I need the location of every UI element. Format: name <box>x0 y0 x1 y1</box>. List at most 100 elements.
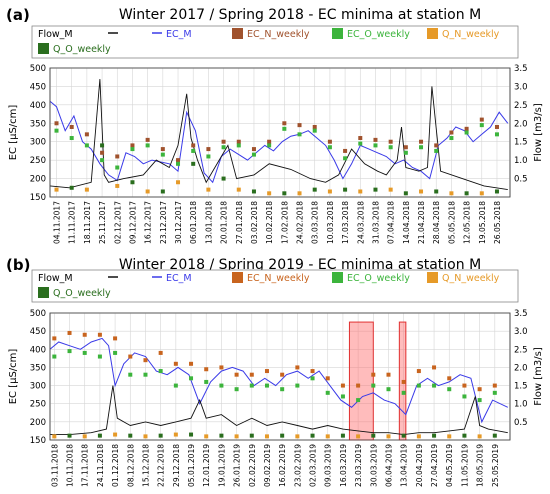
panel-b-ec-o-weekly-point <box>249 383 254 388</box>
panel-a-q-o-weekly-point <box>373 187 378 192</box>
panel-a-q-n-weekly-point <box>419 189 424 194</box>
panel-b-q-n-weekly-point <box>325 434 330 439</box>
panel-a-ec-o-weekly-point <box>403 150 408 155</box>
panel-b-y-right-tick-label: 3.0 <box>514 327 528 337</box>
panel-b-q-o-weekly-point <box>219 433 224 438</box>
panel-b-ec-n-weekly-point <box>356 383 361 388</box>
panel-a-x-tick-label: 02.12.2017 <box>113 201 122 244</box>
panel-b-ec-o-weekly-point <box>189 376 194 381</box>
panel-a-legend-ec-o-weekly: EC_O_weekly <box>347 29 410 40</box>
panel-b-legend-ec-n-weekly: EC_N_weekly <box>247 273 310 284</box>
panel-b-ec-o-weekly-point <box>371 383 376 388</box>
panel-b-ec-o-weekly-point <box>113 350 118 355</box>
panel-a-ec-n-weekly-point <box>221 139 226 144</box>
panel-a-q-o-weekly-point <box>100 143 105 148</box>
panel-b-y-right-label: Flow [m3/s] <box>533 347 544 406</box>
panel-b-ec-n-weekly-point <box>82 332 87 337</box>
panel-a-ec-n-weekly-point <box>494 124 499 129</box>
panel-a-q-o-weekly-point <box>69 185 74 190</box>
panel-b-x-tick-label: 18.05.2019 <box>476 444 485 487</box>
panel-a-q-o-weekly-point <box>251 189 256 194</box>
panel-b-x-tick-label: 29.12.2018 <box>172 444 181 487</box>
panel-b-x-tick-label: 09.03.2019 <box>324 444 333 487</box>
panel-b-legend-ec-m: EC_M <box>166 273 192 284</box>
panel-a-x-tick-label: 24.02.2018 <box>296 201 305 244</box>
panel-b-ec-m-line <box>49 337 509 424</box>
panel-a-y-right-tick-label: 2.0 <box>514 119 528 129</box>
panel-b-q-o-weekly-point <box>371 433 376 438</box>
panel-a-ec-n-weekly-point <box>206 147 211 152</box>
panel-a-legend-q-o-weekly-swatch <box>38 43 49 54</box>
panel-a-x-tick-label: 12.05.2018 <box>463 201 472 244</box>
panel-a-ec-n-weekly-point <box>54 121 59 126</box>
panel-b-legend-ec-n-weekly-swatch <box>232 272 243 283</box>
panel-a-q-n-weekly-point <box>297 191 302 196</box>
panel-a-ec-o-weekly-point <box>449 136 454 141</box>
panel-a-ec-n-weekly-point <box>176 158 181 163</box>
panel-a-y-right-tick-label: 3.5 <box>514 64 528 74</box>
panel-b-q-o-weekly-point <box>128 433 133 438</box>
panel-b-ec-n-weekly-point <box>280 372 285 377</box>
panel-a-x-tick-label: 24.03.2018 <box>356 201 365 244</box>
panel-b-ec-o-weekly-point <box>67 349 72 354</box>
panel-b-q-n-weekly-point <box>295 434 300 439</box>
panel-b-x-tick-label: 22.12.2018 <box>157 444 166 487</box>
panel-a-x-tick-label: 14.04.2018 <box>402 201 411 244</box>
panel-b-ec-o-weekly-point <box>416 383 421 388</box>
panel-a-ec-o-weekly-point <box>494 132 499 137</box>
panel-a-ec-o-weekly-point <box>176 161 181 166</box>
panel-b-ec-o-weekly-point <box>340 394 345 399</box>
panel-a-q-o-weekly-point <box>221 176 226 181</box>
panel-a-x-tick-label: 26.05.2018 <box>493 201 502 244</box>
panel-b-ec-o-weekly-point <box>264 383 269 388</box>
panel-a-ec-n-weekly-point <box>297 123 302 128</box>
panel-b-x-tick-label: 17.11.2018 <box>81 444 90 487</box>
panel-a-ec-n-weekly-point <box>130 143 135 148</box>
panel-b-ec-n-weekly-point <box>97 332 102 337</box>
panel-a-q-n-weekly-point <box>479 191 484 196</box>
panel-b-y-right-tick-label: 1.0 <box>514 400 528 410</box>
panel-b-ec-n-weekly-point <box>386 372 391 377</box>
panel-a-q-o-weekly-point <box>191 161 196 166</box>
panel-a-ec-o-weekly-point <box>419 145 424 150</box>
panel-a-x-tick-label: 05.05.2018 <box>447 201 456 244</box>
panel-a-legend-ec-o-weekly-swatch <box>332 28 343 39</box>
panel-b-ec-o-weekly-point <box>432 383 437 388</box>
panel-a-title: Winter 2017 / Spring 2018 - EC minima at… <box>119 7 481 23</box>
panel-a-ec-n-weekly-point <box>479 117 484 122</box>
panel-a-ec-n-weekly-point <box>115 154 120 159</box>
panel-b-ec-n-weekly-point <box>371 372 376 377</box>
panel-b-x-tick-label: 03.11.2018 <box>50 444 59 487</box>
panel-b-y-left-tick-label: 250 <box>30 400 46 410</box>
panel-b-q-n-weekly-point <box>113 432 118 437</box>
panel-b-ec-o-weekly-point <box>462 394 467 399</box>
panel-a-ec-n-weekly-point <box>343 148 348 153</box>
panel-b-legend-q-n-weekly-swatch <box>427 272 438 283</box>
panel-b-legend-q-o-weekly-swatch <box>38 287 49 298</box>
panel-a-q-o-weekly-point <box>403 191 408 196</box>
panel-a-q-o-weekly-point <box>130 180 135 185</box>
panel-a-q-o-weekly-point <box>343 187 348 192</box>
panel-b-ec-o-weekly-point <box>280 387 285 392</box>
panel-b-x-tick-label: 19.01.2019 <box>217 444 226 487</box>
panel-b-legend-ec-o-weekly-swatch <box>332 272 343 283</box>
panel-b-x-tick-label: 12.01.2019 <box>202 444 211 487</box>
panel-b-q-n-weekly-point <box>356 434 361 439</box>
panel-b-x-tick-label: 16.02.2019 <box>278 444 287 487</box>
panel-b-x-tick-label: 05.01.2019 <box>187 444 196 487</box>
panel-b-y-left-tick-label: 500 <box>30 309 46 319</box>
panel-a-q-n-weekly-point <box>236 187 241 192</box>
panel-b-ec-o-weekly-point <box>477 398 482 403</box>
panel-a-y-left-tick-label: 450 <box>30 82 46 92</box>
panel-a-ec-o-weekly-point <box>160 152 165 157</box>
panel-b-x-tick-label: 02.03.2019 <box>309 444 318 487</box>
panel-a-ec-n-weekly-point <box>267 139 272 144</box>
panel-b-y-left-tick-label: 200 <box>30 418 46 428</box>
panel-a-x-tick-label: 03.02.2018 <box>250 201 259 244</box>
panel-b-x-tick-label: 16.03.2019 <box>339 444 348 487</box>
panel-b-x-tick-label: 27.04.2019 <box>430 444 439 487</box>
panel-a-x-tick-label: 30.12.2017 <box>174 201 183 244</box>
panel-a-ec-o-weekly-point <box>251 152 256 157</box>
panel-b-x-tick-label: 01.12.2018 <box>111 444 120 487</box>
panel-b-y-left-label: EC [µS/cm] <box>8 349 19 405</box>
